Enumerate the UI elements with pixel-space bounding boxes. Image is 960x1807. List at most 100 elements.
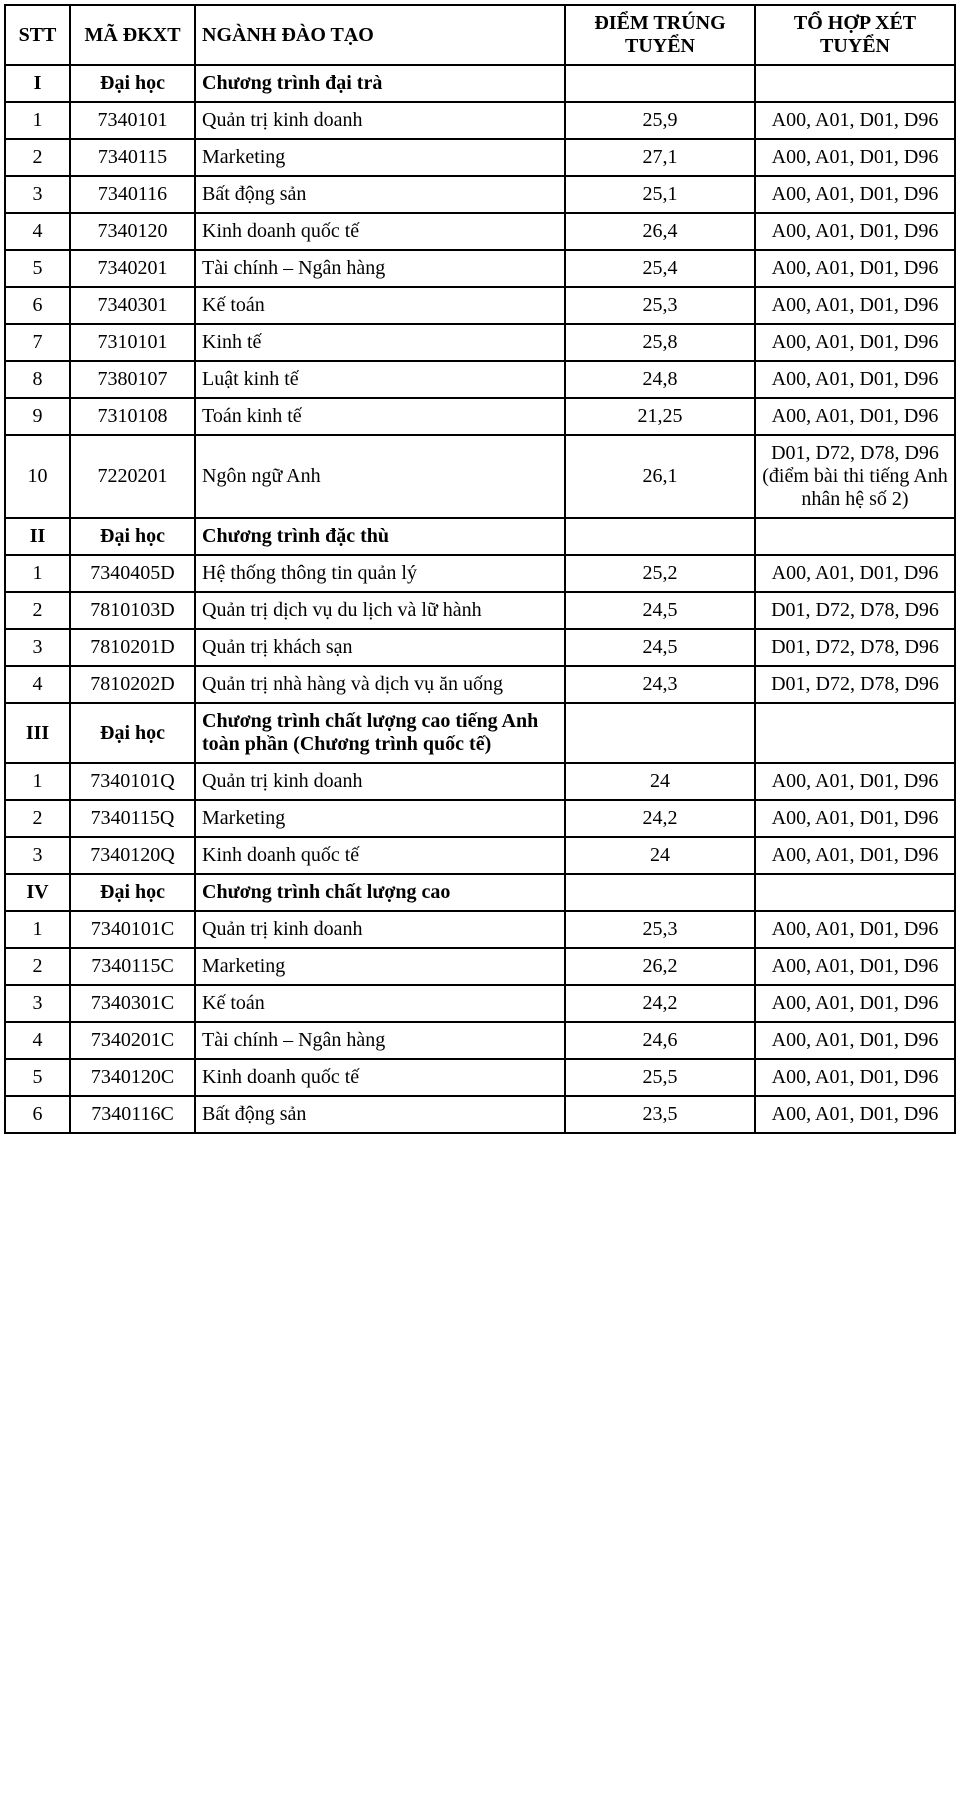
cell-name: Quản trị nhà hàng và dịch vụ ăn uống bbox=[195, 666, 565, 703]
cell-combo: A00, A01, D01, D96 bbox=[755, 1096, 955, 1133]
cell-stt: 2 bbox=[5, 592, 70, 629]
cell-combo bbox=[755, 703, 955, 763]
cell-name: Marketing bbox=[195, 139, 565, 176]
cell-score: 25,8 bbox=[565, 324, 755, 361]
cell-combo: A00, A01, D01, D96 bbox=[755, 176, 955, 213]
cell-stt: 3 bbox=[5, 985, 70, 1022]
col-header-stt: STT bbox=[5, 5, 70, 65]
cell-name: Luật kinh tế bbox=[195, 361, 565, 398]
cell-stt: 3 bbox=[5, 176, 70, 213]
cell-name: Toán kinh tế bbox=[195, 398, 565, 435]
cell-code: 7340301C bbox=[70, 985, 195, 1022]
cell-combo: A00, A01, D01, D96 bbox=[755, 911, 955, 948]
cell-stt: 8 bbox=[5, 361, 70, 398]
cell-code: 7340201 bbox=[70, 250, 195, 287]
cell-stt: 2 bbox=[5, 948, 70, 985]
table-row: 77310101Kinh tế25,8A00, A01, D01, D96 bbox=[5, 324, 955, 361]
cell-stt: 4 bbox=[5, 666, 70, 703]
cell-name: Marketing bbox=[195, 800, 565, 837]
cell-combo: D01, D72, D78, D96 bbox=[755, 629, 955, 666]
cell-name: Kinh tế bbox=[195, 324, 565, 361]
section-row: IIĐại họcChương trình đặc thù bbox=[5, 518, 955, 555]
cell-score bbox=[565, 874, 755, 911]
cell-code: Đại học bbox=[70, 518, 195, 555]
cell-stt: 2 bbox=[5, 800, 70, 837]
table-row: 47340120Kinh doanh quốc tế26,4A00, A01, … bbox=[5, 213, 955, 250]
cell-score: 24,6 bbox=[565, 1022, 755, 1059]
cell-name: Tài chính – Ngân hàng bbox=[195, 250, 565, 287]
table-row: 47340201CTài chính – Ngân hàng24,6A00, A… bbox=[5, 1022, 955, 1059]
cell-code: 7340116C bbox=[70, 1096, 195, 1133]
cell-name: Quản trị dịch vụ du lịch và lữ hành bbox=[195, 592, 565, 629]
table-row: 67340301Kế toán25,3A00, A01, D01, D96 bbox=[5, 287, 955, 324]
cell-name: Kinh doanh quốc tế bbox=[195, 1059, 565, 1096]
cell-combo bbox=[755, 65, 955, 102]
cell-combo bbox=[755, 518, 955, 555]
cell-combo: A00, A01, D01, D96 bbox=[755, 948, 955, 985]
section-row: IIIĐại họcChương trình chất lượng cao ti… bbox=[5, 703, 955, 763]
cell-stt: IV bbox=[5, 874, 70, 911]
cell-stt: 6 bbox=[5, 287, 70, 324]
cell-score: 25,3 bbox=[565, 911, 755, 948]
table-row: 47810202DQuản trị nhà hàng và dịch vụ ăn… bbox=[5, 666, 955, 703]
cell-score: 21,25 bbox=[565, 398, 755, 435]
cell-combo: A00, A01, D01, D96 bbox=[755, 837, 955, 874]
table-row: 87380107Luật kinh tế24,8A00, A01, D01, D… bbox=[5, 361, 955, 398]
cell-code: 7340116 bbox=[70, 176, 195, 213]
section-row: IVĐại họcChương trình chất lượng cao bbox=[5, 874, 955, 911]
cell-stt: 4 bbox=[5, 213, 70, 250]
cell-score: 24 bbox=[565, 837, 755, 874]
cell-name: Hệ thống thông tin quản lý bbox=[195, 555, 565, 592]
table-header: STTMÃ ĐKXTNGÀNH ĐÀO TẠOĐIỂM TRÚNG TUYỂNT… bbox=[5, 5, 955, 65]
cell-score: 25,3 bbox=[565, 287, 755, 324]
cell-combo: A00, A01, D01, D96 bbox=[755, 250, 955, 287]
cell-code: 7810201D bbox=[70, 629, 195, 666]
cell-name: Chương trình đại trà bbox=[195, 65, 565, 102]
cell-code: 7810202D bbox=[70, 666, 195, 703]
cell-stt: I bbox=[5, 65, 70, 102]
table-row: 27340115QMarketing24,2A00, A01, D01, D96 bbox=[5, 800, 955, 837]
cell-score: 25,4 bbox=[565, 250, 755, 287]
cell-stt: III bbox=[5, 703, 70, 763]
cell-score bbox=[565, 703, 755, 763]
cell-name: Bất động sản bbox=[195, 176, 565, 213]
table-row: 57340120CKinh doanh quốc tế25,5A00, A01,… bbox=[5, 1059, 955, 1096]
cell-combo: A00, A01, D01, D96 bbox=[755, 1059, 955, 1096]
cell-combo: D01, D72, D78, D96 bbox=[755, 592, 955, 629]
cell-code: Đại học bbox=[70, 703, 195, 763]
cell-score bbox=[565, 518, 755, 555]
table-row: 107220201Ngôn ngữ Anh26,1D01, D72, D78, … bbox=[5, 435, 955, 518]
cell-stt: 4 bbox=[5, 1022, 70, 1059]
cell-code: 7340115C bbox=[70, 948, 195, 985]
table-row: 37340301CKế toán24,2A00, A01, D01, D96 bbox=[5, 985, 955, 1022]
section-row: IĐại họcChương trình đại trà bbox=[5, 65, 955, 102]
cell-name: Bất động sản bbox=[195, 1096, 565, 1133]
cell-score: 23,5 bbox=[565, 1096, 755, 1133]
cell-name: Chương trình chất lượng cao bbox=[195, 874, 565, 911]
cell-name: Kinh doanh quốc tế bbox=[195, 837, 565, 874]
cell-stt: 6 bbox=[5, 1096, 70, 1133]
table-row: 97310108Toán kinh tế21,25A00, A01, D01, … bbox=[5, 398, 955, 435]
cell-name: Kinh doanh quốc tế bbox=[195, 213, 565, 250]
table-body: IĐại họcChương trình đại trà17340101Quản… bbox=[5, 65, 955, 1133]
cell-score: 24,2 bbox=[565, 985, 755, 1022]
cell-combo: A00, A01, D01, D96 bbox=[755, 1022, 955, 1059]
cell-combo: A00, A01, D01, D96 bbox=[755, 398, 955, 435]
table-row: 17340101CQuản trị kinh doanh25,3A00, A01… bbox=[5, 911, 955, 948]
col-header-score: ĐIỂM TRÚNG TUYỂN bbox=[565, 5, 755, 65]
cell-stt: 10 bbox=[5, 435, 70, 518]
cell-combo: D01, D72, D78, D96 (điểm bài thi tiếng A… bbox=[755, 435, 955, 518]
cell-name: Tài chính – Ngân hàng bbox=[195, 1022, 565, 1059]
cell-stt: 5 bbox=[5, 250, 70, 287]
cell-combo: A00, A01, D01, D96 bbox=[755, 985, 955, 1022]
cell-code: 7340301 bbox=[70, 287, 195, 324]
cell-combo: A00, A01, D01, D96 bbox=[755, 287, 955, 324]
cell-code: 7810103D bbox=[70, 592, 195, 629]
cell-combo: D01, D72, D78, D96 bbox=[755, 666, 955, 703]
cell-name: Kế toán bbox=[195, 287, 565, 324]
cell-score: 26,1 bbox=[565, 435, 755, 518]
cell-score: 25,1 bbox=[565, 176, 755, 213]
cell-combo: A00, A01, D01, D96 bbox=[755, 763, 955, 800]
cell-score: 24 bbox=[565, 763, 755, 800]
cell-code: 7310108 bbox=[70, 398, 195, 435]
